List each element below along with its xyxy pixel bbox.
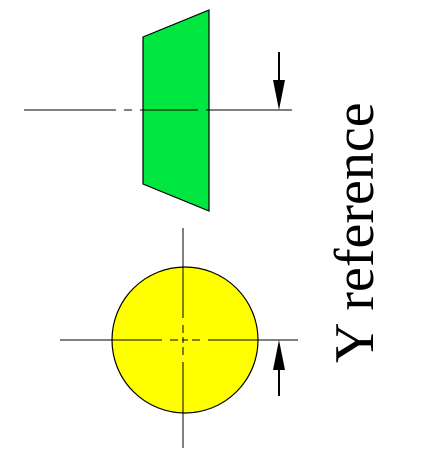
arrow-up-icon	[273, 340, 285, 396]
y-reference-label: Y reference	[324, 102, 386, 363]
arrow-down-icon	[273, 52, 285, 110]
